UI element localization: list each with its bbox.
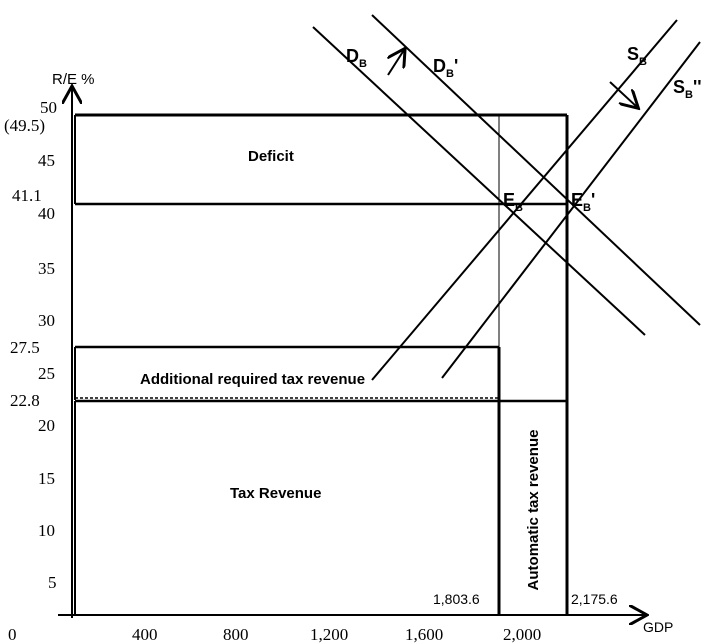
y-tick: 45: [38, 151, 55, 170]
x-tick: 800: [223, 625, 249, 643]
point-label: EB': [571, 190, 595, 214]
demand-arrow: [388, 50, 404, 76]
boxes: [74, 113, 569, 615]
region-label: Deficit: [248, 148, 294, 165]
gdp-mark: 1,803.6: [433, 591, 480, 607]
x-tick: 2,000: [503, 625, 541, 643]
y-tick: 15: [38, 469, 55, 488]
x-tick: 1,600: [405, 625, 443, 643]
y-tick: 25: [38, 364, 55, 383]
y-tick: 22.8: [10, 391, 40, 410]
curve-label: DB': [433, 56, 458, 80]
demand-shifted: [371, 14, 701, 326]
curve-label: SB: [627, 44, 647, 68]
y-tick: 27.5: [10, 338, 40, 357]
y-tick: 41.1: [12, 186, 42, 205]
region-label: Additional required tax revenue: [140, 371, 365, 388]
y-tick: 10: [38, 521, 55, 540]
y-tick: 20: [38, 416, 55, 435]
region-label: Automatic tax revenue: [525, 430, 542, 591]
y-tick: 50: [40, 98, 57, 117]
gdp-mark: 2,175.6: [571, 591, 618, 607]
supply: [371, 19, 678, 381]
curves: [312, 14, 701, 381]
y-tick: 35: [38, 259, 55, 278]
x-tick: 400: [132, 625, 158, 643]
axes: [58, 88, 645, 618]
labels: R/E % GDP 50 (49.5) 45 41.1 40 35 30 27.…: [4, 44, 701, 643]
demand: [312, 26, 646, 336]
x-tick: 1,200: [310, 625, 348, 643]
y-tick: 5: [48, 573, 57, 592]
curve-label: DB: [346, 46, 367, 70]
supply-arrow: [609, 81, 637, 107]
curve-label: SB'': [673, 77, 701, 101]
region-label: Tax Revenue: [230, 485, 321, 502]
point-label: EB: [503, 190, 523, 214]
supply-shifted: [441, 41, 701, 379]
y-tick: 30: [38, 311, 55, 330]
x-title: GDP: [643, 619, 673, 635]
origin: 0: [8, 625, 17, 643]
y-title: R/E %: [52, 71, 95, 88]
y-tick: 40: [38, 204, 55, 223]
y-tick: (49.5): [4, 116, 45, 135]
